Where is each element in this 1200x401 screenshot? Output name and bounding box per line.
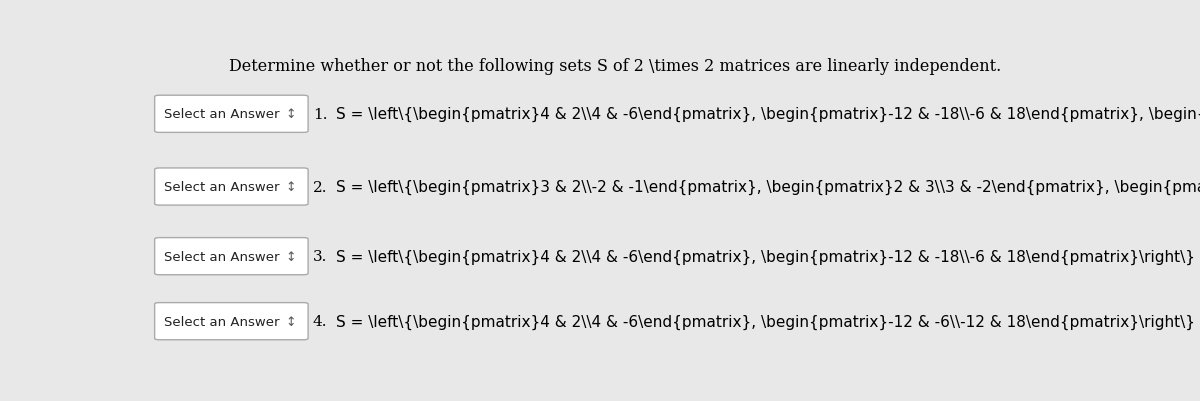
Text: Select an Answer: Select an Answer: [164, 180, 280, 194]
Text: Select an Answer: Select an Answer: [164, 108, 280, 121]
Text: 3.: 3.: [313, 249, 328, 263]
FancyBboxPatch shape: [155, 96, 308, 133]
Text: S = \left\{\begin{pmatrix}4 & 2\\4 & -6\end{pmatrix}, \begin{pmatrix}-12 & -18\\: S = \left\{\begin{pmatrix}4 & 2\\4 & -6\…: [336, 249, 1195, 264]
FancyBboxPatch shape: [155, 238, 308, 275]
Text: ↕: ↕: [286, 315, 296, 328]
Text: 1.: 1.: [313, 107, 328, 122]
Text: Determine whether or not the following sets S of 2 \times 2 matrices are linearl: Determine whether or not the following s…: [229, 57, 1001, 74]
Text: S = \left\{\begin{pmatrix}4 & 2\\4 & -6\end{pmatrix}, \begin{pmatrix}-12 & -6\\-: S = \left\{\begin{pmatrix}4 & 2\\4 & -6\…: [336, 314, 1195, 329]
FancyBboxPatch shape: [155, 303, 308, 340]
Text: S = \left\{\begin{pmatrix}3 & 2\\-2 & -1\end{pmatrix}, \begin{pmatrix}2 & 3\\3 &: S = \left\{\begin{pmatrix}3 & 2\\-2 & -1…: [336, 180, 1200, 194]
Text: ↕: ↕: [286, 180, 296, 194]
Text: S = \left\{\begin{pmatrix}4 & 2\\4 & -6\end{pmatrix}, \begin{pmatrix}-12 & -18\\: S = \left\{\begin{pmatrix}4 & 2\\4 & -6\…: [336, 107, 1200, 122]
Text: 4.: 4.: [313, 314, 328, 328]
Text: Select an Answer: Select an Answer: [164, 315, 280, 328]
Text: ↕: ↕: [286, 108, 296, 121]
Text: 2.: 2.: [313, 180, 328, 194]
Text: Select an Answer: Select an Answer: [164, 250, 280, 263]
Text: ↕: ↕: [286, 250, 296, 263]
FancyBboxPatch shape: [155, 168, 308, 206]
